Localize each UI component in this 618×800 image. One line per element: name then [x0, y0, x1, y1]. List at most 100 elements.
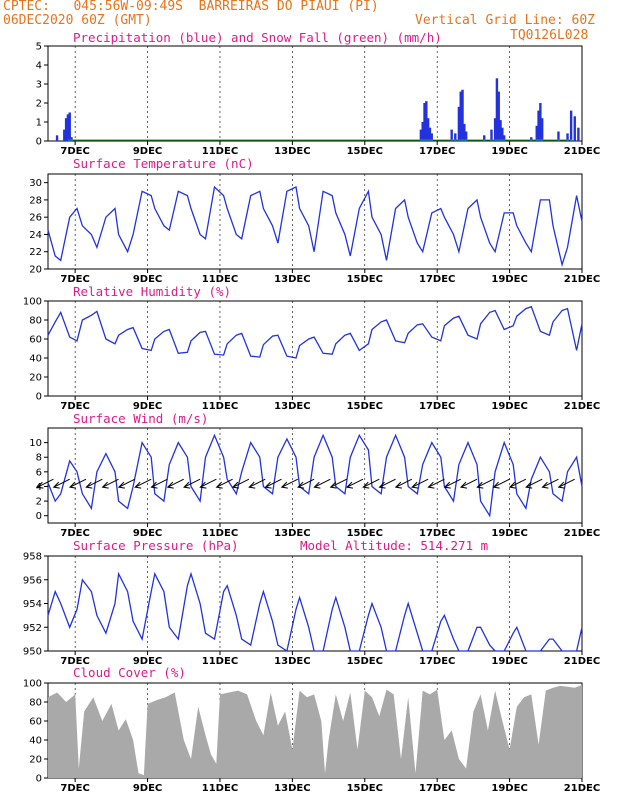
wind-arrow	[444, 478, 461, 488]
precip-bar	[499, 120, 502, 141]
wind-arrow	[102, 478, 119, 488]
precip-bar	[497, 91, 500, 141]
x-tick-label: 9DEC	[133, 656, 162, 667]
y-tick-label: 2	[36, 497, 42, 508]
x-tick-label: 21DEC	[564, 146, 600, 157]
y-tick-label: 4	[36, 61, 42, 72]
wind-arrow-head	[231, 481, 240, 489]
y-tick-label: 22	[29, 247, 42, 258]
wind-arrow	[216, 478, 233, 488]
cloud-area	[48, 684, 582, 778]
x-tick-label: 19DEC	[491, 146, 527, 157]
y-tick-label: 30	[29, 178, 42, 189]
precip-bar	[464, 131, 468, 141]
wind-arrow	[363, 478, 380, 488]
wind-arrow-head	[134, 481, 142, 489]
precip-bar	[68, 112, 71, 141]
wind-arrow-head	[525, 481, 533, 489]
x-tick-label: 11DEC	[202, 656, 238, 667]
panel-title: Surface Pressure (hPa)	[73, 538, 239, 553]
wind-arrow-head	[199, 481, 207, 489]
y-tick-label: 0	[36, 392, 42, 403]
x-tick-label: 19DEC	[491, 656, 527, 667]
y-tick-label: 1	[36, 118, 42, 129]
precip-bar	[490, 129, 493, 141]
y-tick-label: 5	[36, 42, 42, 53]
x-tick-label: 7DEC	[60, 656, 89, 667]
x-tick-label: 7DEC	[60, 783, 89, 794]
wind-arrow	[428, 478, 445, 488]
wind-arrow	[542, 478, 559, 488]
wind-arrow	[232, 478, 250, 488]
x-tick-label: 17DEC	[419, 783, 455, 794]
wind-arrow	[330, 478, 347, 488]
y-tick-label: 20	[29, 265, 42, 276]
panel-title: Surface Wind (m/s)	[73, 411, 208, 426]
precip-bar	[454, 133, 457, 141]
wind-arrow-head	[476, 481, 484, 489]
wind-arrow-head	[183, 481, 191, 489]
precip-bar	[502, 135, 506, 141]
series-line	[47, 185, 583, 268]
header-date: 06DEC2020 60Z (GMT)	[3, 13, 152, 28]
y-tick-label: 958	[23, 552, 42, 563]
wind-arrow-head	[459, 481, 468, 489]
y-tick-label: 28	[29, 195, 42, 206]
precip-bar	[55, 135, 59, 141]
wind-arrow-head	[313, 481, 321, 489]
panel-temp: 20 22 24 26 28 30 7DEC 9DEC 11DEC 13DEC 15DEC 17DEC…	[29, 156, 600, 285]
x-tick-label: 15DEC	[347, 274, 383, 285]
x-tick-label: 15DEC	[347, 783, 383, 794]
y-tick-label: 40	[29, 354, 42, 365]
y-tick-label: 6	[36, 467, 42, 478]
wind-arrow-head	[394, 481, 402, 489]
x-tick-label: 21DEC	[564, 528, 600, 539]
precip-bar	[495, 78, 499, 141]
x-tick-label: 19DEC	[491, 783, 527, 794]
y-tick-label: 10	[29, 438, 42, 449]
x-tick-label: 11DEC	[202, 146, 238, 157]
x-tick-label: 15DEC	[347, 528, 383, 539]
x-tick-label: 19DEC	[491, 528, 527, 539]
panel-rh: 0 20 40 60 80 100 7DEC 9DEC 11DEC 13DEC 15DEC 17DEC…	[23, 284, 600, 412]
precip-bar	[421, 122, 424, 141]
x-tick-label: 11DEC	[202, 401, 238, 412]
precip-bar	[539, 103, 542, 141]
wind-arrow-head	[101, 481, 109, 489]
wind-arrow-head	[427, 481, 435, 489]
x-tick-label: 7DEC	[60, 528, 89, 539]
x-tick-label: 15DEC	[347, 656, 383, 667]
panel-pres: 950 952 954 956 958 7DEC 9DEC 11DEC 13DEC 15DEC 17…	[23, 538, 600, 667]
y-tick-label: 60	[29, 717, 42, 728]
wind-arrow	[281, 478, 299, 488]
wind-arrow	[134, 478, 152, 488]
y-tick-label: 100	[23, 297, 42, 308]
y-tick-label: 60	[29, 335, 42, 346]
precip-bar	[530, 137, 533, 141]
x-tick-label: 7DEC	[60, 146, 89, 157]
x-tick-label: 21DEC	[564, 274, 600, 285]
precip-bar	[430, 133, 433, 141]
panel-title: Surface Temperature (nC)	[73, 156, 254, 171]
x-tick-label: 13DEC	[274, 274, 310, 285]
x-tick-label: 17DEC	[419, 656, 455, 667]
panel-title: Precipitation (blue) and Snow Fall (gree…	[73, 30, 442, 45]
wind-arrow	[346, 478, 364, 488]
precip-bar	[537, 110, 540, 141]
precip-bar	[557, 131, 560, 141]
y-tick-label: 100	[23, 679, 42, 690]
precip-bar	[463, 123, 466, 141]
y-tick-label: 3	[36, 80, 42, 91]
y-tick-label: 0	[36, 137, 42, 148]
wind-arrow	[509, 478, 527, 488]
precip-bar	[461, 89, 464, 141]
wind-arrow	[86, 478, 103, 488]
wind-arrow-head	[345, 481, 354, 489]
wind-arrow	[493, 478, 510, 488]
x-tick-label: 19DEC	[491, 401, 527, 412]
wind-arrow	[200, 478, 217, 488]
precip-bar	[577, 127, 580, 141]
wind-arrow-head	[378, 481, 386, 489]
x-tick-label: 19DEC	[491, 274, 527, 285]
